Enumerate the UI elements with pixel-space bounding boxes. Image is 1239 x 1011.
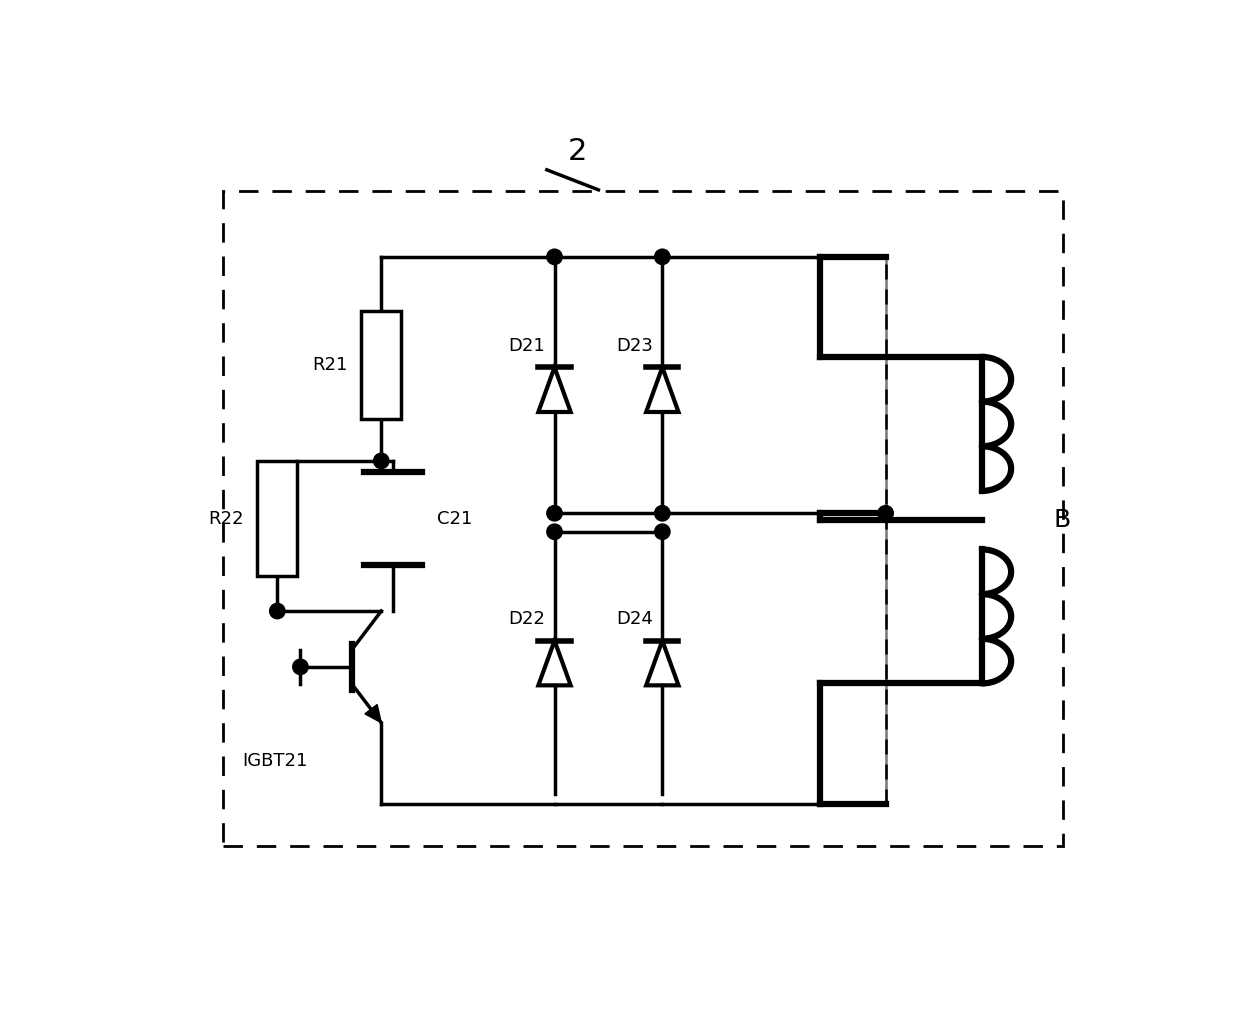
- Text: B: B: [1053, 509, 1070, 532]
- Bar: [223, 191, 1063, 846]
- Text: R22: R22: [208, 510, 243, 528]
- Circle shape: [292, 659, 309, 674]
- Bar: [362, 310, 401, 419]
- Bar: [258, 461, 297, 576]
- Text: D24: D24: [616, 610, 653, 628]
- Circle shape: [878, 506, 893, 521]
- Text: R21: R21: [312, 356, 347, 374]
- Text: IGBT21: IGBT21: [243, 752, 309, 770]
- Circle shape: [546, 249, 563, 265]
- Text: 2: 2: [567, 136, 587, 166]
- Text: D22: D22: [508, 610, 545, 628]
- Circle shape: [654, 524, 670, 540]
- Text: C21: C21: [437, 510, 473, 528]
- Circle shape: [654, 506, 670, 521]
- Circle shape: [654, 249, 670, 265]
- Circle shape: [270, 604, 285, 619]
- Circle shape: [546, 524, 563, 540]
- Text: D23: D23: [616, 337, 653, 355]
- Circle shape: [374, 453, 389, 468]
- Polygon shape: [366, 705, 382, 723]
- Circle shape: [546, 506, 563, 521]
- Text: D21: D21: [508, 337, 545, 355]
